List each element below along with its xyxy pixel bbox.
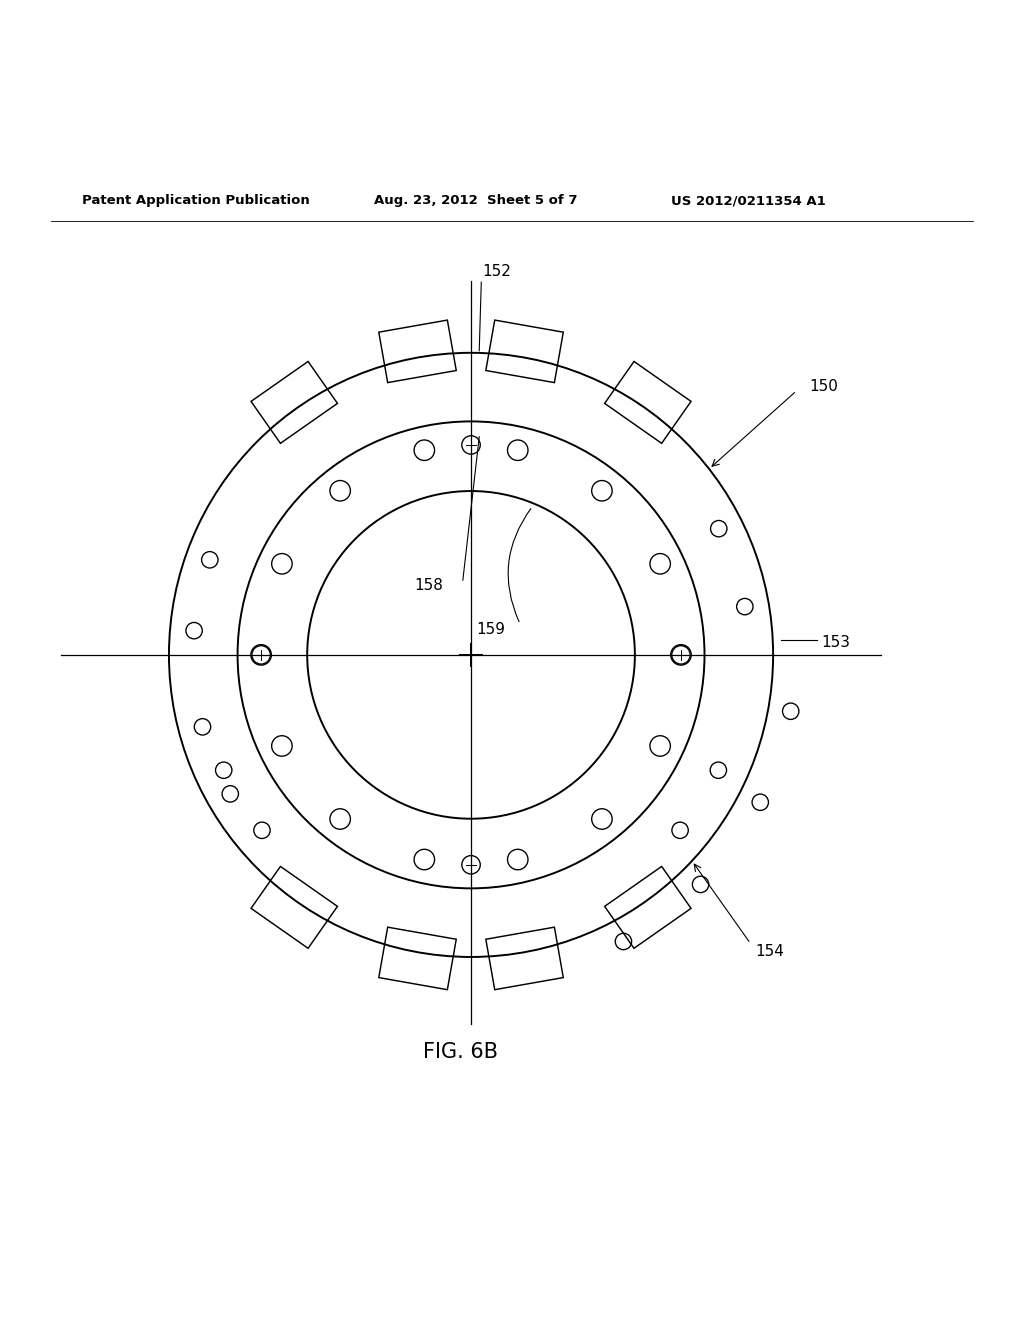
Text: Patent Application Publication: Patent Application Publication [82,194,309,207]
Text: 153: 153 [821,635,850,649]
Text: US 2012/0211354 A1: US 2012/0211354 A1 [671,194,825,207]
Text: 154: 154 [756,944,784,960]
Text: 159: 159 [476,622,505,636]
Text: 150: 150 [809,379,838,395]
Text: 152: 152 [482,264,511,279]
Text: FIG. 6B: FIG. 6B [423,1043,499,1063]
Text: Aug. 23, 2012  Sheet 5 of 7: Aug. 23, 2012 Sheet 5 of 7 [374,194,578,207]
Text: 158: 158 [415,578,443,593]
